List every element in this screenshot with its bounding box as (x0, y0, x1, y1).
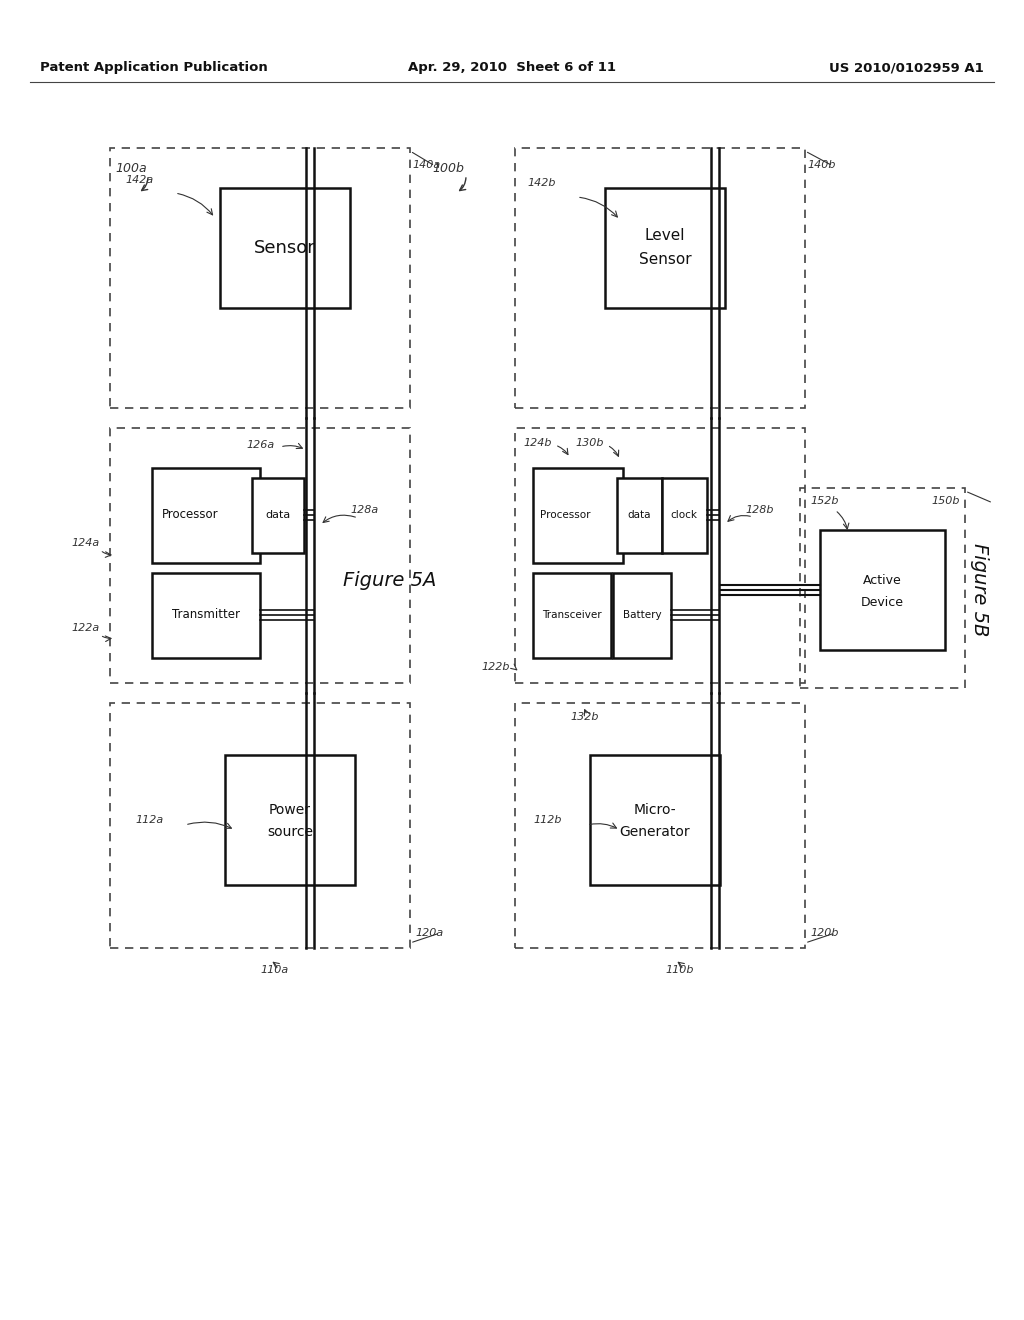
Bar (152, 573, 260, 657)
Text: Transceiver: Transceiver (542, 610, 602, 620)
Text: 124b: 124b (523, 438, 552, 447)
Text: Figure 5A: Figure 5A (343, 570, 436, 590)
Bar (110, 428, 410, 682)
Bar (800, 488, 965, 688)
Bar (613, 573, 671, 657)
Text: Micro-: Micro- (634, 803, 676, 817)
Text: 142a: 142a (125, 176, 154, 185)
Text: Device: Device (860, 595, 903, 609)
Text: Sensor: Sensor (254, 239, 315, 257)
Text: Transmitter: Transmitter (172, 609, 240, 622)
Text: Power: Power (269, 803, 311, 817)
Bar (590, 755, 720, 884)
Text: Active: Active (862, 573, 901, 586)
Bar (605, 187, 725, 308)
Text: Sensor: Sensor (639, 252, 691, 268)
Text: 142b: 142b (527, 178, 555, 187)
Bar (515, 704, 805, 948)
Bar (534, 573, 611, 657)
Bar (252, 478, 304, 553)
Text: 120b: 120b (810, 928, 839, 939)
Text: data: data (265, 510, 291, 520)
Text: Generator: Generator (620, 825, 690, 840)
Text: 140a: 140a (412, 160, 440, 170)
Text: 124a: 124a (72, 539, 100, 548)
Bar (534, 469, 623, 564)
Text: 130b: 130b (575, 438, 603, 447)
Text: Apr. 29, 2010  Sheet 6 of 11: Apr. 29, 2010 Sheet 6 of 11 (408, 62, 616, 74)
Text: 128b: 128b (745, 506, 773, 515)
Bar (110, 704, 410, 948)
Bar (220, 187, 350, 308)
Text: Battery: Battery (623, 610, 662, 620)
Text: Level: Level (645, 228, 685, 243)
Text: clock: clock (671, 510, 697, 520)
Text: 120a: 120a (415, 928, 443, 939)
Text: 112b: 112b (534, 814, 561, 825)
Text: Processor: Processor (162, 508, 218, 521)
Bar (225, 755, 355, 884)
Bar (820, 531, 945, 649)
Bar (515, 148, 805, 408)
Text: data: data (628, 510, 650, 520)
Text: 126a: 126a (247, 440, 275, 450)
Bar (110, 148, 410, 408)
Text: source: source (267, 825, 313, 840)
Text: Patent Application Publication: Patent Application Publication (40, 62, 267, 74)
Text: US 2010/0102959 A1: US 2010/0102959 A1 (829, 62, 984, 74)
Text: 110b: 110b (665, 965, 693, 975)
Text: Processor: Processor (540, 510, 590, 520)
Bar (617, 478, 662, 553)
Text: 140b: 140b (807, 160, 836, 170)
Text: 110a: 110a (260, 965, 288, 975)
Text: 122b: 122b (481, 663, 510, 672)
Text: 112a: 112a (135, 814, 163, 825)
Text: 128a: 128a (350, 506, 378, 515)
Text: 122a: 122a (72, 623, 100, 634)
Bar (152, 469, 260, 564)
Text: 152b: 152b (810, 496, 839, 506)
Text: Figure 5B: Figure 5B (971, 544, 989, 636)
Bar (515, 428, 805, 682)
Text: 100b: 100b (432, 162, 464, 176)
Text: 150b: 150b (932, 496, 961, 506)
Bar (662, 478, 707, 553)
Text: 132b: 132b (570, 711, 598, 722)
Text: 100a: 100a (115, 162, 146, 176)
